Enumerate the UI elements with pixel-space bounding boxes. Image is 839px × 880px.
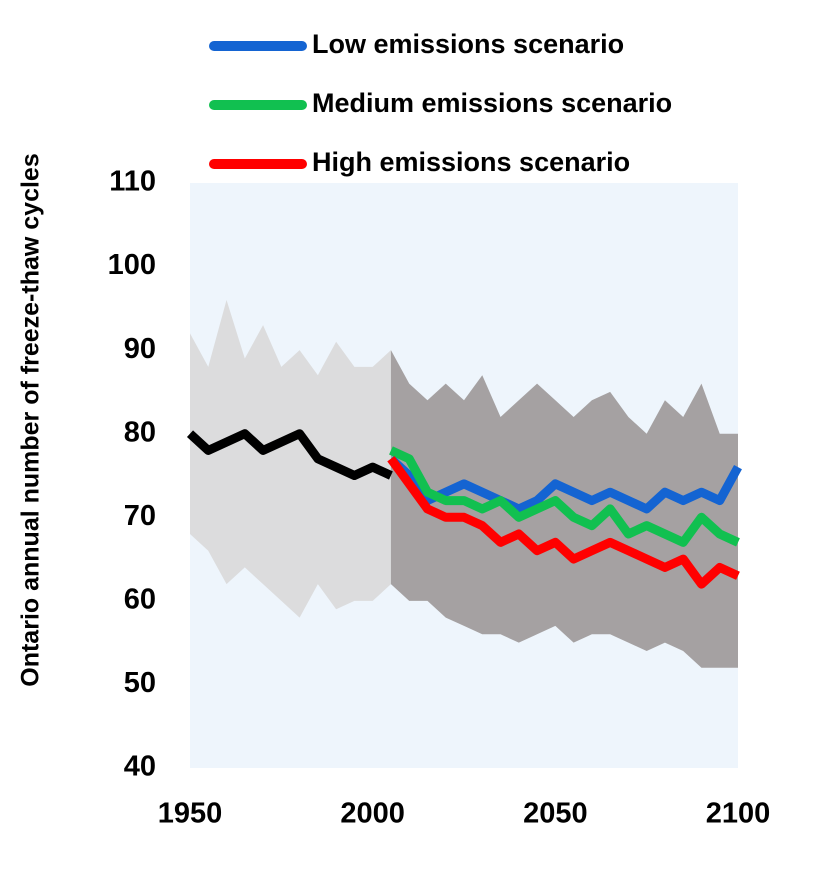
legend-label: Medium emissions scenario (312, 88, 672, 118)
y-tick-label: 110 (109, 166, 156, 198)
y-tick-label: 70 (124, 500, 156, 532)
y-tick-label: 80 (124, 416, 156, 448)
series-line (389, 446, 740, 547)
y-tick-label: 50 (124, 667, 156, 699)
series-line (186, 429, 393, 480)
y-axis-label: Ontario annual number of freeze-thaw cyc… (17, 153, 45, 686)
x-tick-label: 1950 (158, 798, 223, 830)
x-tick-label: 2100 (706, 798, 771, 830)
legend-label: High emissions scenario (312, 147, 630, 177)
y-tick-label: 60 (124, 584, 156, 616)
y-tick-label: 90 (124, 333, 156, 365)
legend-label: Low emissions scenario (312, 29, 624, 59)
x-tick-label: 2000 (340, 798, 405, 830)
y-tick-label: 40 (124, 751, 156, 783)
series-line (387, 455, 742, 514)
y-tick-label: 100 (108, 249, 156, 281)
x-tick-label: 2050 (523, 798, 588, 830)
series-line (387, 456, 740, 589)
range-band (190, 300, 391, 618)
